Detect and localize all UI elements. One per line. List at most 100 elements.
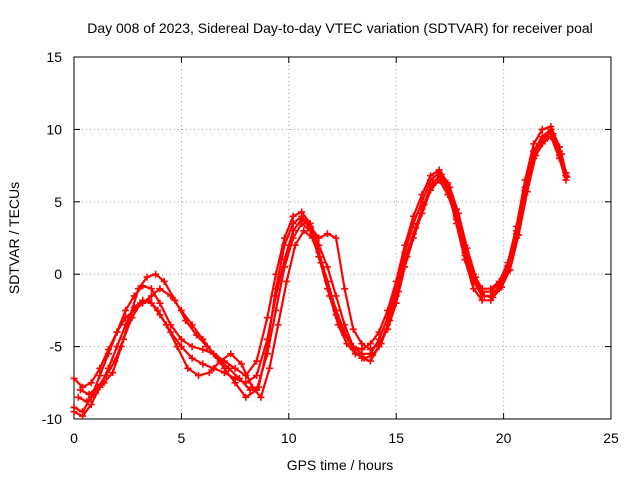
- data-point: [76, 386, 84, 394]
- data-point: [274, 321, 282, 329]
- data-point: [401, 241, 409, 249]
- data-point: [104, 345, 112, 353]
- data-point: [394, 288, 402, 296]
- data-point: [487, 288, 495, 296]
- data-point: [412, 224, 420, 232]
- data-point: [360, 354, 368, 362]
- data-point: [538, 125, 546, 133]
- data-point: [283, 277, 291, 285]
- data-point: [377, 340, 385, 348]
- data-point: [79, 412, 87, 420]
- data-point: [300, 227, 308, 235]
- data-point: [227, 350, 235, 358]
- x-tick-label: 0: [70, 430, 78, 446]
- data-point: [515, 231, 523, 239]
- data-point: [225, 364, 233, 372]
- series-track-5: [76, 130, 571, 401]
- y-tick-label: 10: [46, 121, 62, 137]
- data-point: [418, 191, 426, 199]
- data-point: [177, 335, 185, 343]
- data-point: [96, 364, 104, 372]
- data-point: [134, 285, 142, 293]
- data-point: [162, 321, 170, 329]
- data-point: [369, 351, 377, 359]
- data-point: [74, 393, 82, 401]
- data-point: [315, 234, 323, 242]
- data-point: [199, 360, 207, 368]
- data-point: [119, 335, 127, 343]
- data-point: [409, 212, 417, 220]
- y-tick-label: -10: [42, 411, 62, 427]
- data-point: [558, 150, 566, 158]
- data-point: [143, 273, 151, 281]
- data-point: [540, 137, 548, 145]
- data-point: [495, 279, 503, 287]
- data-point: [563, 173, 571, 181]
- data-point: [83, 398, 91, 406]
- data-point: [308, 234, 316, 242]
- data-point: [386, 317, 394, 325]
- grid: [74, 57, 611, 419]
- data-point: [523, 188, 531, 196]
- data-point: [323, 230, 331, 238]
- data-point: [341, 285, 349, 293]
- data-point: [87, 401, 95, 409]
- data-point: [231, 379, 239, 387]
- data-point: [160, 277, 168, 285]
- data-point: [427, 172, 435, 180]
- data-point: [343, 340, 351, 348]
- data-point: [235, 374, 243, 382]
- data-point: [272, 285, 280, 293]
- data-point: [128, 314, 136, 322]
- data-point: [332, 234, 340, 242]
- data-point: [87, 379, 95, 387]
- data-point: [242, 393, 250, 401]
- data-point: [91, 389, 99, 397]
- data-point: [392, 277, 400, 285]
- data-point: [289, 212, 297, 220]
- data-point: [85, 390, 93, 398]
- x-tick-label: 15: [388, 430, 404, 446]
- data-point: [147, 292, 155, 300]
- data-point: [216, 357, 224, 365]
- data-point: [94, 383, 102, 391]
- data-point: [403, 253, 411, 261]
- data-point: [351, 350, 359, 358]
- data-point: [70, 408, 78, 416]
- data-point: [184, 364, 192, 372]
- data-point: [461, 251, 469, 259]
- data-point: [145, 296, 153, 304]
- data-point: [454, 209, 462, 217]
- data-point: [289, 234, 297, 242]
- x-tick-label: 10: [281, 430, 297, 446]
- x-tick-label: 5: [178, 430, 186, 446]
- y-tick-label: 15: [46, 49, 62, 65]
- data-point: [349, 343, 357, 351]
- data-point: [147, 285, 155, 293]
- data-point: [188, 354, 196, 362]
- data-point: [446, 183, 454, 191]
- data-point: [298, 212, 306, 220]
- data-point: [326, 292, 334, 300]
- data-point: [70, 374, 78, 382]
- data-point: [113, 328, 121, 336]
- x-tick-label: 20: [496, 430, 512, 446]
- series-track-1: [70, 125, 570, 416]
- data-point: [444, 191, 452, 199]
- x-tick-label: 25: [603, 430, 619, 446]
- data-point: [238, 360, 246, 368]
- data-point: [289, 220, 297, 228]
- data-point: [195, 372, 203, 380]
- data-point: [323, 263, 331, 271]
- series-track-4: [74, 128, 570, 406]
- data-point: [257, 393, 265, 401]
- data-point: [334, 321, 342, 329]
- data-point: [429, 179, 437, 187]
- data-point: [263, 314, 271, 322]
- data-point: [156, 299, 164, 307]
- data-point: [332, 292, 340, 300]
- data-point: [349, 325, 357, 333]
- data-point: [358, 340, 366, 348]
- data-point: [152, 270, 160, 278]
